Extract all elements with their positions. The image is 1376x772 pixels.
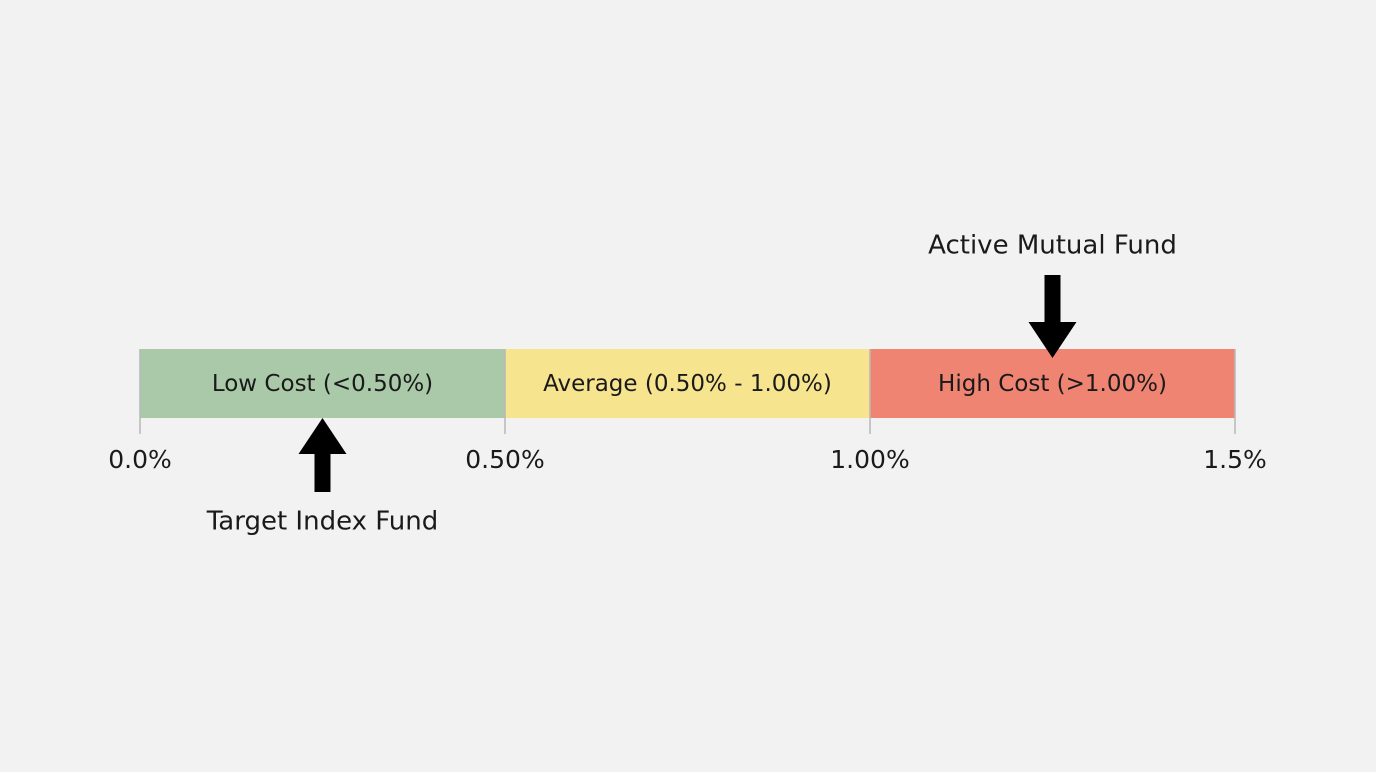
band-label: Low Cost (<0.50%): [212, 371, 433, 397]
band-label: High Cost (>1.00%): [938, 371, 1167, 397]
band-label: Average (0.50% - 1.00%): [543, 371, 832, 397]
x-tick-label: 0.50%: [465, 445, 544, 474]
marker-label: Target Index Fund: [206, 507, 439, 537]
marker-arrow: [298, 418, 347, 492]
x-tick-label: 1.5%: [1203, 445, 1267, 474]
x-tick-label: 0.0%: [108, 445, 172, 474]
band: [870, 349, 1235, 418]
marker-arrow: [1028, 275, 1077, 358]
band: [505, 349, 870, 418]
band: [140, 349, 505, 418]
x-tick-label: 1.00%: [830, 445, 909, 474]
marker-label: Active Mutual Fund: [928, 231, 1177, 261]
